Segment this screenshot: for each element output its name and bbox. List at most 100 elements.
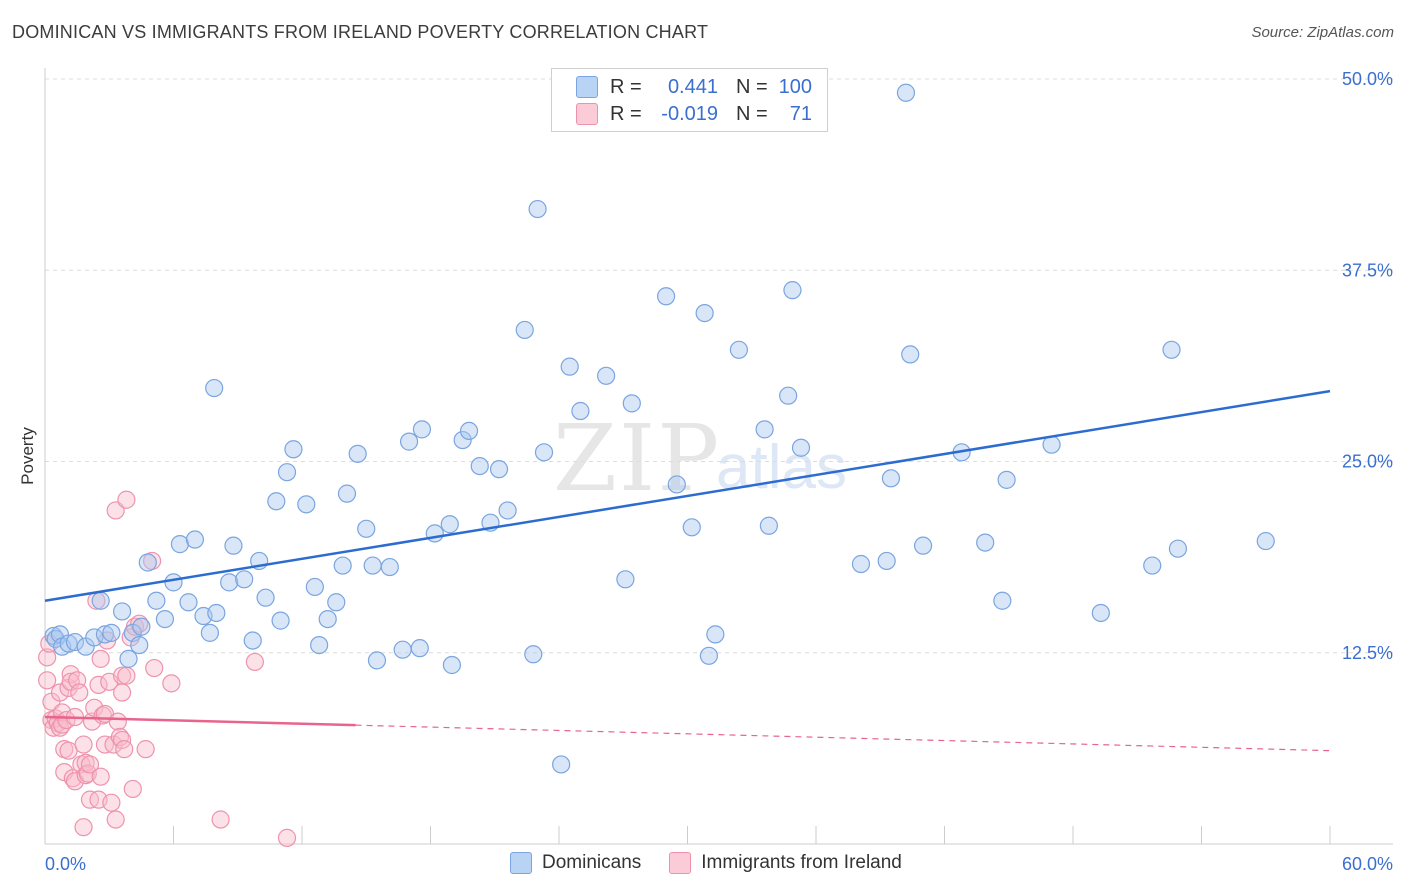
point-ireland bbox=[145, 658, 164, 678]
point-dominicans bbox=[552, 755, 571, 774]
trend-line-ireland bbox=[44, 715, 356, 727]
point-dominicans bbox=[440, 515, 459, 534]
point-dominicans bbox=[348, 444, 367, 463]
point-dominicans bbox=[318, 609, 337, 629]
point-dominicans bbox=[470, 456, 489, 476]
point-dominicans bbox=[243, 631, 262, 650]
point-dominicans bbox=[95, 625, 115, 644]
point-dominicans bbox=[85, 628, 104, 647]
point-dominicans bbox=[412, 420, 432, 439]
point-dominicans bbox=[147, 591, 166, 610]
point-ireland bbox=[136, 740, 155, 759]
point-dominicans bbox=[616, 570, 635, 589]
point-ireland bbox=[70, 683, 89, 702]
point-ireland bbox=[117, 666, 136, 685]
point-dominicans bbox=[901, 345, 920, 364]
point-dominicans bbox=[851, 554, 871, 574]
point-dominicans bbox=[877, 551, 896, 571]
legend-label-ireland: Immigrants from Ireland bbox=[701, 852, 902, 873]
point-dominicans bbox=[200, 623, 220, 642]
point-ireland bbox=[245, 652, 264, 672]
legend-row-dominicans: R = 0.441 N = 100 bbox=[576, 75, 812, 99]
point-ireland bbox=[38, 671, 57, 690]
point-dominicans bbox=[656, 287, 676, 306]
point-dominicans bbox=[667, 475, 686, 494]
point-dominicans bbox=[410, 639, 429, 658]
legend-n-label: N = bbox=[736, 102, 768, 125]
legend-r-label: R = bbox=[610, 102, 642, 125]
legend-row-ireland: R = -0.019 N = 71 bbox=[576, 102, 812, 126]
point-dominicans bbox=[528, 199, 547, 219]
point-ireland bbox=[162, 674, 181, 693]
point-dominicans bbox=[277, 463, 297, 482]
legend-swatch-blue bbox=[576, 76, 598, 98]
point-dominicans bbox=[976, 533, 995, 552]
correlation-legend: R = 0.441 N = 100 R = -0.019 N = 71 bbox=[551, 68, 828, 132]
point-dominicans bbox=[220, 573, 239, 592]
point-dominicans bbox=[597, 366, 616, 385]
point-ireland bbox=[123, 779, 142, 799]
point-dominicans bbox=[571, 401, 590, 421]
point-ireland bbox=[130, 614, 149, 633]
point-dominicans bbox=[367, 651, 387, 670]
point-dominicans bbox=[791, 438, 811, 457]
point-dominicans bbox=[695, 303, 714, 323]
point-ireland bbox=[91, 767, 110, 786]
point-dominicans bbox=[881, 469, 901, 488]
point-dominicans bbox=[112, 602, 132, 621]
legend-swatch-pink bbox=[576, 103, 598, 125]
point-dominicans bbox=[155, 609, 175, 629]
point-dominicans bbox=[560, 357, 579, 376]
legend-swatch-pink bbox=[669, 852, 692, 874]
y-axis-label: Poverty bbox=[18, 427, 37, 485]
point-dominicans bbox=[164, 573, 183, 592]
point-dominicans bbox=[132, 617, 151, 636]
point-dominicans bbox=[179, 593, 198, 612]
point-ireland bbox=[74, 735, 93, 754]
point-dominicans bbox=[1162, 340, 1181, 359]
point-dominicans bbox=[357, 519, 376, 538]
point-dominicans bbox=[997, 470, 1016, 489]
trend-line-dominicans bbox=[44, 389, 1331, 602]
x-tick-label: 0.0% bbox=[45, 854, 86, 874]
legend-r-label: R = bbox=[610, 75, 642, 98]
point-ireland bbox=[106, 501, 125, 520]
point-dominicans bbox=[489, 460, 509, 479]
point-dominicans bbox=[224, 536, 243, 555]
point-dominicans bbox=[205, 378, 224, 398]
legend-n-label: N = bbox=[736, 75, 768, 98]
point-dominicans bbox=[682, 518, 701, 537]
point-ireland bbox=[211, 810, 230, 829]
point-ireland bbox=[115, 740, 134, 759]
point-ireland bbox=[74, 818, 93, 837]
point-dominicans bbox=[913, 536, 933, 555]
point-ireland bbox=[108, 712, 127, 731]
point-ireland bbox=[89, 675, 108, 694]
point-ireland bbox=[117, 490, 136, 509]
watermark-atlas: atlas bbox=[716, 433, 847, 502]
point-dominicans bbox=[337, 484, 357, 503]
point-dominicans bbox=[333, 556, 352, 575]
axis-labels: 12.5% 25.0% 37.5% 50.0% 0.0% 60.0% Poverty bbox=[18, 69, 1393, 874]
point-ireland bbox=[50, 683, 70, 702]
point-ireland bbox=[38, 648, 57, 667]
point-dominicans bbox=[706, 625, 725, 644]
y-tick-label: 37.5% bbox=[1342, 260, 1393, 280]
point-dominicans bbox=[297, 495, 316, 514]
point-dominicans bbox=[622, 394, 641, 413]
point-dominicans bbox=[327, 593, 346, 612]
series-legend: Dominicans Immigrants from Ireland bbox=[510, 852, 930, 874]
point-dominicans bbox=[119, 649, 138, 668]
point-dominicans bbox=[138, 553, 157, 572]
legend-item-dominicans[interactable]: Dominicans bbox=[510, 852, 641, 874]
point-dominicans bbox=[515, 320, 534, 340]
point-dominicans bbox=[729, 340, 749, 359]
chart-title: DOMINICAN VS IMMIGRANTS FROM IRELAND POV… bbox=[12, 22, 709, 42]
point-dominicans bbox=[393, 640, 412, 659]
point-dominicans bbox=[779, 386, 798, 405]
point-dominicans bbox=[534, 443, 554, 462]
source-label: Source: ZipAtlas.com bbox=[1251, 24, 1394, 41]
point-ireland bbox=[106, 810, 125, 829]
legend-item-ireland[interactable]: Immigrants from Ireland bbox=[669, 852, 902, 874]
legend-n-value: 71 bbox=[789, 102, 812, 125]
